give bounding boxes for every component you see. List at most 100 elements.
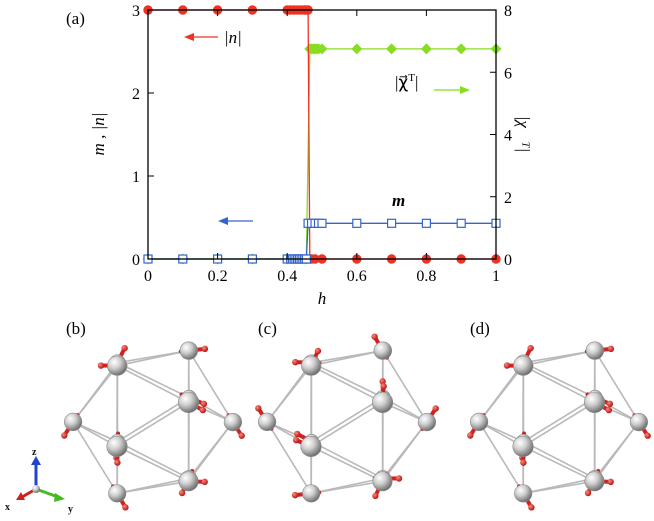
bond-24 bbox=[383, 422, 427, 478]
spin-tip-9 bbox=[293, 437, 299, 443]
atom-sphere-4 bbox=[180, 342, 198, 360]
atom-sphere-9 bbox=[301, 436, 321, 456]
spin-tip-0 bbox=[380, 383, 386, 389]
triad-x-label: x bbox=[5, 502, 10, 513]
spin-tip-6 bbox=[179, 490, 185, 496]
bond-14 bbox=[311, 442, 382, 479]
spin-tip-1 bbox=[372, 493, 378, 499]
y-right-tick-label-3: 6 bbox=[504, 65, 512, 82]
spin-tip-11 bbox=[255, 405, 261, 411]
atom-sphere-1 bbox=[585, 472, 604, 491]
series-1-point-14 bbox=[386, 43, 397, 54]
atom-sphere-7 bbox=[302, 485, 319, 502]
bond-23 bbox=[311, 478, 383, 493]
spin-tip-1 bbox=[202, 479, 208, 485]
panel-label-c: (c) bbox=[258, 319, 277, 338]
bond-12 bbox=[311, 363, 383, 398]
series-2-line bbox=[148, 223, 496, 259]
spin-tip-0 bbox=[606, 407, 612, 413]
y-left-tick-label-1: 1 bbox=[132, 169, 140, 186]
bond-4 bbox=[523, 402, 595, 446]
atom-sphere-11 bbox=[470, 413, 488, 431]
series-2-point-23 bbox=[457, 219, 465, 227]
bond-8 bbox=[311, 446, 383, 481]
spin-tip-5 bbox=[315, 348, 321, 354]
y-right-tick-label-4: 8 bbox=[504, 3, 512, 20]
x-tick-label-4: 0.8 bbox=[416, 268, 436, 285]
bond-23 bbox=[117, 478, 189, 493]
spin-tip-2 bbox=[527, 345, 533, 351]
spin-tip-5 bbox=[98, 362, 104, 368]
series-1-point-16 bbox=[456, 43, 467, 54]
n-arrow-head bbox=[184, 33, 194, 41]
spin-tip-9 bbox=[114, 459, 120, 465]
chi-annotation-label: |χ⃗T| bbox=[395, 72, 418, 92]
x-tick-label-1: 0.2 bbox=[208, 268, 228, 285]
spin-tip-9 bbox=[520, 459, 526, 465]
bond-19 bbox=[595, 351, 639, 422]
y-left-tick-label-0: 0 bbox=[132, 252, 140, 269]
bond-27 bbox=[267, 422, 311, 493]
spin-tip-11 bbox=[467, 432, 473, 438]
y-left-tick-label-3: 3 bbox=[132, 3, 140, 20]
y-right-tick-label-1: 2 bbox=[504, 190, 512, 207]
panel-label-b: (b) bbox=[66, 319, 86, 338]
n-annotation-label: |n| bbox=[224, 28, 242, 47]
bond-23 bbox=[523, 478, 595, 493]
spin-tip-3 bbox=[294, 431, 300, 437]
chi-arrow-head bbox=[460, 86, 470, 94]
bond-18 bbox=[311, 351, 383, 366]
x-tick-label-5: 1 bbox=[492, 268, 500, 285]
x-tick-label-0: 0 bbox=[144, 268, 152, 285]
spin-tip-8 bbox=[433, 405, 439, 411]
bond-12 bbox=[117, 363, 189, 398]
atom-sphere-0 bbox=[372, 392, 393, 413]
bond-8 bbox=[117, 446, 189, 481]
y-left-tick-label-2: 2 bbox=[132, 86, 140, 103]
spin-tip-7 bbox=[122, 504, 128, 510]
bond-2 bbox=[523, 366, 594, 403]
spin-tip-6 bbox=[396, 475, 402, 481]
x-tick-label-2: 0.4 bbox=[277, 268, 297, 285]
spin-tip-10 bbox=[607, 401, 613, 407]
y-right-tick-label-2: 4 bbox=[504, 128, 512, 145]
spin-tip-5 bbox=[504, 362, 510, 368]
icosahedron-cluster-b bbox=[61, 342, 245, 511]
bond-22 bbox=[73, 366, 117, 422]
icosahedron-cluster-c bbox=[255, 333, 439, 502]
atom-sphere-0 bbox=[584, 392, 605, 413]
atom-sphere-5 bbox=[513, 356, 532, 375]
triad-y-head bbox=[54, 493, 65, 502]
spin-tip-4 bbox=[371, 333, 377, 339]
atom-sphere-7 bbox=[514, 485, 531, 502]
atom-sphere-9 bbox=[513, 436, 533, 456]
y-right-tick-label-0: 0 bbox=[504, 252, 512, 269]
chi-annotation-base: |χ⃗ bbox=[395, 73, 408, 92]
atom-sphere-8 bbox=[224, 413, 242, 431]
spin-tip-10 bbox=[201, 401, 207, 407]
spin-tip-7 bbox=[292, 492, 298, 498]
atom-sphere-4 bbox=[374, 342, 392, 360]
spin-tip-7 bbox=[528, 504, 534, 510]
bond-22 bbox=[267, 366, 311, 422]
series-layer bbox=[143, 6, 502, 265]
bond-14 bbox=[523, 442, 594, 479]
spin-tip-4 bbox=[202, 346, 208, 352]
y-axis-right-label: |χ⃗ᵀ| bbox=[514, 116, 533, 153]
spin-tip-8 bbox=[238, 433, 244, 439]
y-axis-left-label: m , |n| bbox=[89, 113, 108, 156]
atom-sphere-4 bbox=[586, 342, 604, 360]
series-1-point-13 bbox=[351, 43, 362, 54]
panel-label-d: (d) bbox=[470, 319, 490, 338]
x-axis-label: h bbox=[318, 289, 327, 308]
series-1 bbox=[143, 43, 502, 264]
atom-sphere-5 bbox=[301, 356, 320, 375]
atom-sphere-11 bbox=[64, 413, 82, 431]
n-legend-annotation: |n| bbox=[184, 28, 242, 47]
series-2-point-19 bbox=[318, 219, 326, 227]
atom-sphere-11 bbox=[258, 413, 276, 431]
series-2-point-21 bbox=[388, 219, 396, 227]
atom-sphere-1 bbox=[179, 472, 198, 491]
spin-tip-1 bbox=[608, 479, 614, 485]
